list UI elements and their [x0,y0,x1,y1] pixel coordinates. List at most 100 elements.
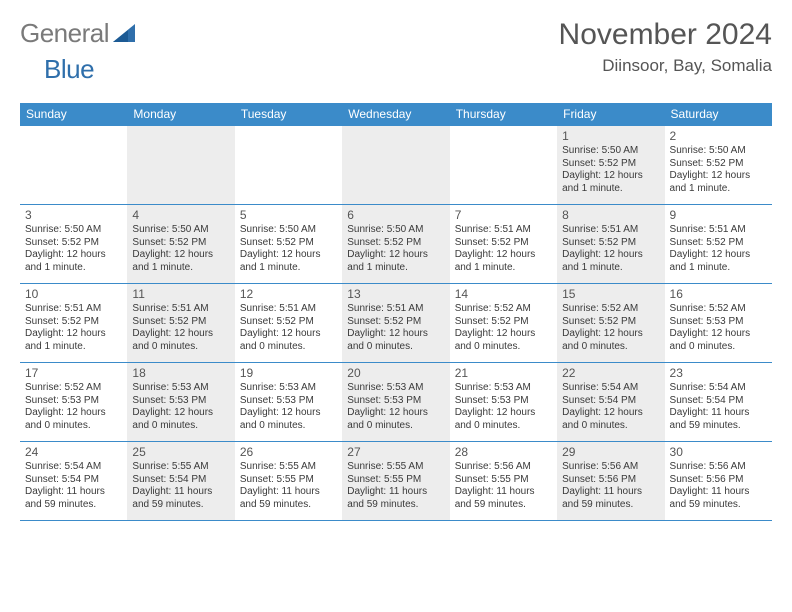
day2-text: and 59 minutes. [562,499,659,512]
sunrise-text: Sunrise: 5:55 AM [240,461,337,474]
sunset-text: Sunset: 5:53 PM [455,395,552,408]
date-number: 7 [455,208,552,223]
day2-text: and 1 minute. [670,183,767,196]
sunrise-text: Sunrise: 5:52 AM [670,303,767,316]
day2-text: and 0 minutes. [25,420,122,433]
day1-text: Daylight: 12 hours [562,249,659,262]
day1-text: Daylight: 12 hours [25,249,122,262]
day-cell: 28Sunrise: 5:56 AMSunset: 5:55 PMDayligh… [450,442,557,520]
week-row: 10Sunrise: 5:51 AMSunset: 5:52 PMDayligh… [20,283,772,362]
sunset-text: Sunset: 5:52 PM [455,237,552,250]
sunrise-text: Sunrise: 5:51 AM [562,224,659,237]
date-number: 3 [25,208,122,223]
sunset-text: Sunset: 5:53 PM [132,395,229,408]
day1-text: Daylight: 11 hours [455,486,552,499]
date-number: 24 [25,445,122,460]
sunset-text: Sunset: 5:56 PM [562,474,659,487]
day-cell: 27Sunrise: 5:55 AMSunset: 5:55 PMDayligh… [342,442,449,520]
day2-text: and 59 minutes. [240,499,337,512]
sunrise-text: Sunrise: 5:54 AM [25,461,122,474]
day2-text: and 0 minutes. [347,341,444,354]
sunrise-text: Sunrise: 5:56 AM [455,461,552,474]
day-cell: 3Sunrise: 5:50 AMSunset: 5:52 PMDaylight… [20,205,127,283]
sunrise-text: Sunrise: 5:51 AM [132,303,229,316]
brand-part1: General [20,18,109,49]
day2-text: and 0 minutes. [455,420,552,433]
day-header-cell: Tuesday [235,103,342,125]
sunset-text: Sunset: 5:52 PM [240,316,337,329]
sunset-text: Sunset: 5:52 PM [562,237,659,250]
day1-text: Daylight: 12 hours [562,328,659,341]
day2-text: and 0 minutes. [347,420,444,433]
day1-text: Daylight: 12 hours [562,407,659,420]
empty-cell [342,126,449,204]
brand-triangle-icon [113,24,135,47]
sunset-text: Sunset: 5:52 PM [240,237,337,250]
day-cell: 8Sunrise: 5:51 AMSunset: 5:52 PMDaylight… [557,205,664,283]
day-cell: 26Sunrise: 5:55 AMSunset: 5:55 PMDayligh… [235,442,342,520]
day2-text: and 1 minute. [25,341,122,354]
day-cell: 15Sunrise: 5:52 AMSunset: 5:52 PMDayligh… [557,284,664,362]
day1-text: Daylight: 11 hours [25,486,122,499]
day2-text: and 59 minutes. [347,499,444,512]
day-cell: 25Sunrise: 5:55 AMSunset: 5:54 PMDayligh… [127,442,234,520]
day1-text: Daylight: 12 hours [132,407,229,420]
day1-text: Daylight: 12 hours [25,407,122,420]
day2-text: and 59 minutes. [25,499,122,512]
month-title: November 2024 [559,18,772,52]
day2-text: and 1 minute. [455,262,552,275]
brand-part2: Blue [44,54,94,85]
day2-text: and 59 minutes. [670,420,767,433]
day1-text: Daylight: 11 hours [347,486,444,499]
week-row: 17Sunrise: 5:52 AMSunset: 5:53 PMDayligh… [20,362,772,441]
day-cell: 21Sunrise: 5:53 AMSunset: 5:53 PMDayligh… [450,363,557,441]
day-header-cell: Saturday [665,103,772,125]
sunset-text: Sunset: 5:52 PM [562,316,659,329]
title-block: November 2024 Diinsoor, Bay, Somalia [559,18,772,76]
date-number: 20 [347,366,444,381]
day-cell: 18Sunrise: 5:53 AMSunset: 5:53 PMDayligh… [127,363,234,441]
day-cell: 22Sunrise: 5:54 AMSunset: 5:54 PMDayligh… [557,363,664,441]
day1-text: Daylight: 12 hours [347,328,444,341]
day2-text: and 1 minute. [132,262,229,275]
day-cell: 16Sunrise: 5:52 AMSunset: 5:53 PMDayligh… [665,284,772,362]
day1-text: Daylight: 12 hours [670,170,767,183]
sunset-text: Sunset: 5:52 PM [670,158,767,171]
sunset-text: Sunset: 5:53 PM [240,395,337,408]
day-header-cell: Wednesday [342,103,449,125]
sunrise-text: Sunrise: 5:51 AM [347,303,444,316]
day-cell: 20Sunrise: 5:53 AMSunset: 5:53 PMDayligh… [342,363,449,441]
sunrise-text: Sunrise: 5:51 AM [455,224,552,237]
day2-text: and 0 minutes. [455,341,552,354]
day1-text: Daylight: 11 hours [240,486,337,499]
sunset-text: Sunset: 5:52 PM [670,237,767,250]
date-number: 9 [670,208,767,223]
day-cell: 13Sunrise: 5:51 AMSunset: 5:52 PMDayligh… [342,284,449,362]
day1-text: Daylight: 12 hours [25,328,122,341]
day-header-cell: Monday [127,103,234,125]
sunrise-text: Sunrise: 5:55 AM [347,461,444,474]
sunrise-text: Sunrise: 5:52 AM [562,303,659,316]
sunrise-text: Sunrise: 5:56 AM [670,461,767,474]
day2-text: and 1 minute. [670,262,767,275]
sunrise-text: Sunrise: 5:50 AM [562,145,659,158]
location-text: Diinsoor, Bay, Somalia [559,56,772,76]
date-number: 2 [670,129,767,144]
date-number: 12 [240,287,337,302]
day-header-cell: Thursday [450,103,557,125]
date-number: 14 [455,287,552,302]
day1-text: Daylight: 12 hours [240,407,337,420]
sunset-text: Sunset: 5:53 PM [25,395,122,408]
date-number: 11 [132,287,229,302]
day-cell: 7Sunrise: 5:51 AMSunset: 5:52 PMDaylight… [450,205,557,283]
sunrise-text: Sunrise: 5:50 AM [347,224,444,237]
day-header-row: SundayMondayTuesdayWednesdayThursdayFrid… [20,103,772,125]
week-row: 24Sunrise: 5:54 AMSunset: 5:54 PMDayligh… [20,441,772,520]
sunset-text: Sunset: 5:54 PM [670,395,767,408]
day2-text: and 0 minutes. [562,420,659,433]
date-number: 25 [132,445,229,460]
date-number: 17 [25,366,122,381]
day1-text: Daylight: 11 hours [562,486,659,499]
sunrise-text: Sunrise: 5:51 AM [25,303,122,316]
brand-logo: General [20,18,137,49]
